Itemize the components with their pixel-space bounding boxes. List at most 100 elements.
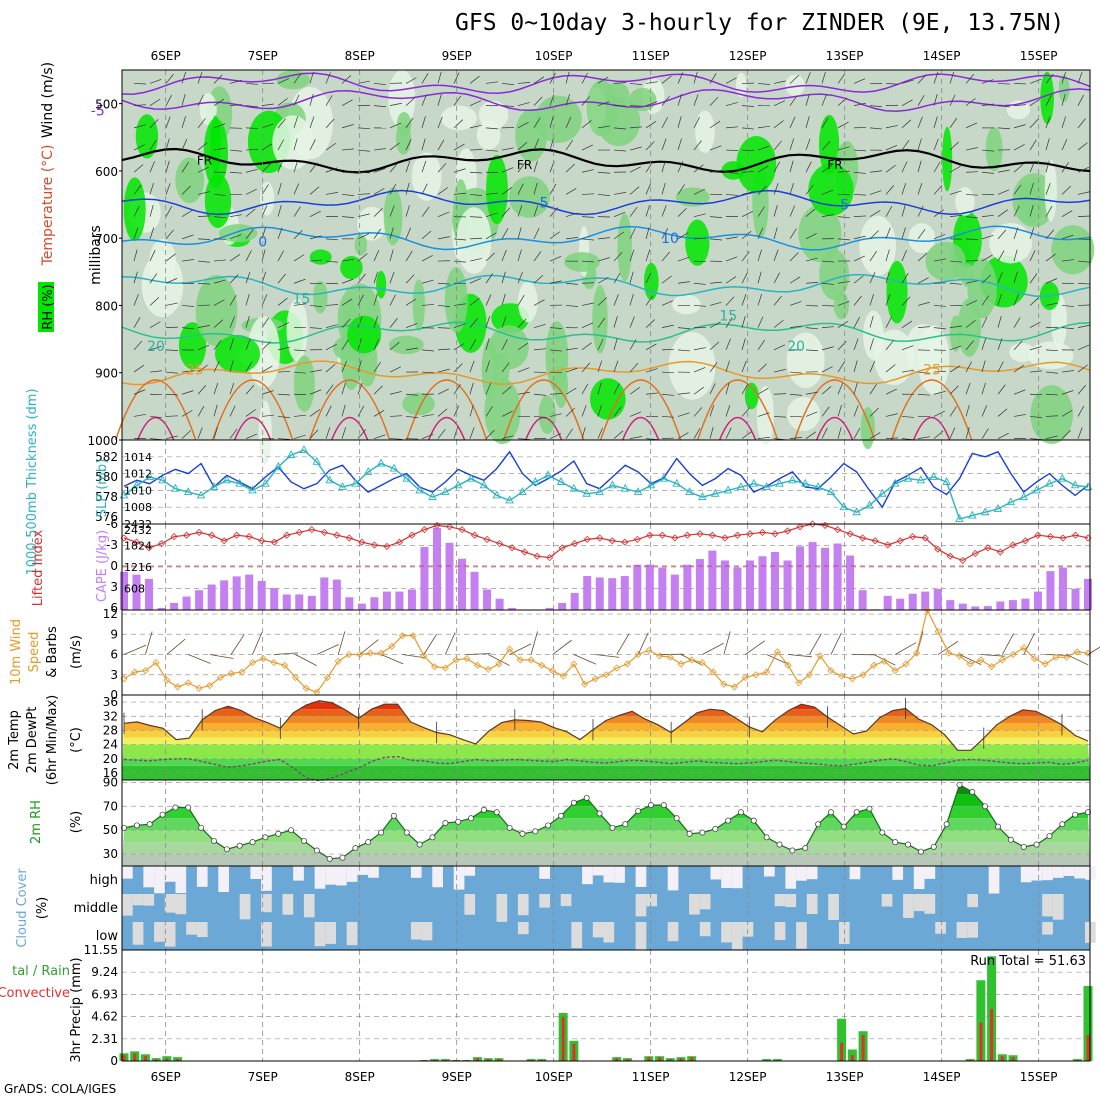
rh-patch xyxy=(1051,225,1095,275)
isotherm-line xyxy=(121,72,1091,95)
precip-convective-bar xyxy=(615,1058,619,1061)
wind-barb xyxy=(181,430,191,439)
wind-barb xyxy=(981,274,991,284)
wind-barb xyxy=(757,271,762,284)
wind-barb xyxy=(565,212,578,217)
rh-point xyxy=(827,809,834,816)
wind-barb xyxy=(917,301,930,306)
rh-tick-label: 70 xyxy=(103,799,118,813)
wind-barb xyxy=(901,249,907,262)
wind-barb xyxy=(149,250,156,262)
wind-barb xyxy=(517,367,530,373)
precip-convective-bar xyxy=(690,1057,694,1061)
wind-barb xyxy=(613,338,618,350)
wind-barb xyxy=(709,216,722,218)
wind-barb xyxy=(805,327,818,330)
wind-barb xyxy=(821,326,834,329)
cape-bar xyxy=(1071,588,1080,610)
wind-barb xyxy=(613,231,625,240)
cloud-cell xyxy=(881,894,893,907)
wind-barb xyxy=(805,431,817,439)
precip-tick-label: 11.55 xyxy=(84,943,118,957)
wind-barb xyxy=(1045,393,1059,396)
thickness-tick-label: 582 xyxy=(95,450,118,464)
isotherm-line xyxy=(121,321,1091,344)
wind-barb xyxy=(293,160,298,173)
wind-barb xyxy=(789,75,800,84)
wind-barb xyxy=(533,160,538,173)
isotherm-label: 10 xyxy=(661,231,679,247)
wind-barb xyxy=(629,146,642,151)
isotherm-line xyxy=(718,417,757,441)
wind-barb xyxy=(293,116,299,128)
precip-side-label: Convective xyxy=(0,986,70,1001)
rh-patch xyxy=(695,110,715,153)
isotherm-line xyxy=(405,379,488,441)
wind-barb xyxy=(997,432,1009,439)
surface-wind-barb xyxy=(530,631,538,655)
wind-barb xyxy=(533,251,542,262)
wind-barb xyxy=(565,94,571,106)
wind-barb xyxy=(293,183,300,195)
wind-barb xyxy=(469,237,483,240)
wind-barb xyxy=(453,303,466,306)
temp-band xyxy=(122,730,1090,738)
wind-barb xyxy=(469,216,482,218)
wind-barb xyxy=(885,437,898,440)
wind-barb xyxy=(213,382,219,395)
wind-barb xyxy=(1013,144,1025,151)
wind-barb xyxy=(613,360,619,373)
wind-barb xyxy=(901,296,911,306)
wind-barb xyxy=(1029,161,1035,173)
rh-patch xyxy=(586,79,618,137)
slp-tick-label: 1012 xyxy=(124,468,152,481)
rh-point xyxy=(249,839,256,846)
wind-barb xyxy=(261,414,274,417)
rh-patch xyxy=(258,400,272,465)
wind-barb xyxy=(485,149,498,152)
wind-barb xyxy=(133,317,141,328)
wind-barb xyxy=(885,294,891,306)
wind-barb xyxy=(469,258,482,262)
wind-barb xyxy=(965,320,976,328)
wind-barb xyxy=(485,338,490,350)
cloud-cell xyxy=(314,866,326,889)
wind-barb xyxy=(981,103,994,107)
wind-barb xyxy=(869,190,882,195)
rh-point xyxy=(635,808,642,815)
wind-barb xyxy=(661,416,674,418)
wind-barb xyxy=(773,140,782,151)
wind-barb xyxy=(1013,271,1018,284)
wind-barb xyxy=(1013,340,1023,351)
wind-barb xyxy=(533,205,539,217)
wind-barb xyxy=(757,412,770,417)
wind-barb xyxy=(581,342,592,351)
cloud-cell xyxy=(903,894,914,918)
temp-axis-label: (°C) xyxy=(69,727,84,753)
surface-wind-barb xyxy=(980,654,1005,657)
wind-barb xyxy=(965,340,974,351)
wind-barb xyxy=(725,404,731,417)
precip-tick-label: 0 xyxy=(110,1054,118,1068)
wind-barb xyxy=(597,237,610,240)
wind-barb xyxy=(389,205,395,217)
wind-barb xyxy=(165,138,170,151)
wind-barb xyxy=(965,216,978,219)
wind-barb xyxy=(277,78,290,84)
wind-barb xyxy=(421,304,434,306)
wind-barb xyxy=(965,260,979,262)
wind-barb xyxy=(693,213,706,217)
cloud-cell xyxy=(603,866,615,883)
wind-barb xyxy=(133,227,139,239)
wind-barb xyxy=(613,251,623,262)
cloud-cell xyxy=(164,922,176,947)
wind-barb xyxy=(357,233,369,240)
wind-barb xyxy=(997,250,1005,262)
wind-barb xyxy=(261,163,271,173)
wind-barb xyxy=(309,116,315,128)
wind-speed-point xyxy=(259,655,267,663)
wind-barb xyxy=(373,409,385,417)
wind-barb xyxy=(245,188,257,195)
wind-barb xyxy=(805,116,810,128)
wind-barb xyxy=(1045,415,1058,417)
